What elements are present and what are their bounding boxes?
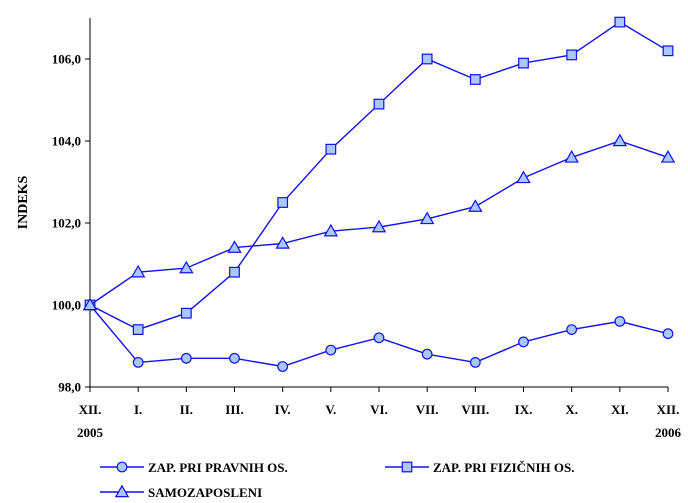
data-point-square xyxy=(277,197,289,208)
y-axis-title: INDEKS xyxy=(16,175,31,229)
series-triangle xyxy=(82,133,676,311)
data-point-circle xyxy=(229,352,240,364)
data-point-triangle xyxy=(564,149,579,163)
data-point-square xyxy=(566,49,578,61)
data-point-circle xyxy=(566,324,578,336)
data-point-triangle xyxy=(323,223,339,237)
data-point-circle xyxy=(373,332,385,344)
x-tick-label: X. xyxy=(565,402,578,417)
data-point-square xyxy=(518,57,529,69)
x-tick-label: VI. xyxy=(370,402,388,417)
data-point-triangle xyxy=(419,211,435,225)
legend-label: ZAP. PRI FIZIČNIH OS. xyxy=(433,460,574,475)
data-point-circle xyxy=(132,357,144,368)
x-tick-label: IX. xyxy=(515,402,533,417)
data-point-triangle xyxy=(227,240,242,253)
data-point-triangle xyxy=(660,149,676,163)
x-tick-label: VIII. xyxy=(461,402,489,417)
series-line xyxy=(89,21,669,331)
data-point-triangle xyxy=(516,170,531,184)
data-point-circle xyxy=(469,357,481,368)
data-point-circle xyxy=(518,336,529,348)
data-point-triangle xyxy=(612,133,628,147)
data-point-circle xyxy=(614,316,626,327)
legend-item: SAMOZAPOSLENI xyxy=(100,484,262,500)
data-point-triangle xyxy=(82,297,98,311)
series-circle xyxy=(84,299,674,372)
x-tick-label: III. xyxy=(225,402,243,417)
data-point-circle xyxy=(421,348,433,360)
data-point-square xyxy=(662,45,674,57)
data-point-triangle xyxy=(179,260,194,274)
x-tick-label: II. xyxy=(180,402,193,417)
data-point-square xyxy=(614,16,626,28)
x-tick-label: I. xyxy=(134,402,142,417)
series-square xyxy=(84,16,674,335)
data-point-square xyxy=(132,324,144,335)
data-point-square xyxy=(180,307,192,319)
data-point-circle xyxy=(662,328,674,340)
data-point-triangle xyxy=(275,236,290,249)
data-point-triangle xyxy=(371,219,387,233)
x-tick-label: XII. xyxy=(657,402,680,417)
data-point-square xyxy=(373,98,385,110)
legend: ZAP. PRI PRAVNIH OS. ZAP. PRI FIZIČNIH OS… xyxy=(100,460,574,500)
x-tick-label: IV. xyxy=(275,402,291,417)
y-tick-label: 100,0 xyxy=(52,298,81,313)
x-tick-label: V. xyxy=(325,402,336,417)
legend-label: SAMOZAPOSLENI xyxy=(148,485,262,500)
data-point-square xyxy=(325,143,337,155)
legend-marker-square xyxy=(401,461,413,473)
data-point-circle xyxy=(180,352,192,364)
series-layer xyxy=(82,16,676,372)
y-tick-label: 104,0 xyxy=(52,134,81,149)
data-point-triangle xyxy=(468,199,483,212)
x-tick-label: VII. xyxy=(416,402,439,417)
legend-label: ZAP. PRI PRAVNIH OS. xyxy=(148,460,288,475)
data-point-square xyxy=(229,266,240,278)
y-tick-label: 102,0 xyxy=(52,216,81,231)
data-point-square xyxy=(421,53,433,65)
x-year-label-first: 2005 xyxy=(77,425,104,440)
data-point-circle xyxy=(277,361,289,372)
legend-item: ZAP. PRI PRAVNIH OS. xyxy=(100,460,288,475)
y-tick-label: 98,0 xyxy=(58,380,81,395)
y-tick-label: 106,0 xyxy=(52,52,81,67)
legend-marker-circle xyxy=(116,461,128,473)
labels-layer: 98,0 100,0 102,0 104,0 106,0 XII. I. II. III. IV.… xyxy=(16,52,682,441)
legend-item: ZAP. PRI FIZIČNIH OS. xyxy=(385,460,574,475)
data-point-square xyxy=(469,74,481,85)
x-tick-label: XI. xyxy=(611,402,629,417)
axes xyxy=(85,18,669,392)
x-year-label-last: 2006 xyxy=(655,425,682,440)
legend-marker-triangle xyxy=(114,484,130,498)
data-point-circle xyxy=(325,344,337,356)
data-point-triangle xyxy=(130,264,146,278)
x-tick-label: XII. xyxy=(79,402,102,417)
